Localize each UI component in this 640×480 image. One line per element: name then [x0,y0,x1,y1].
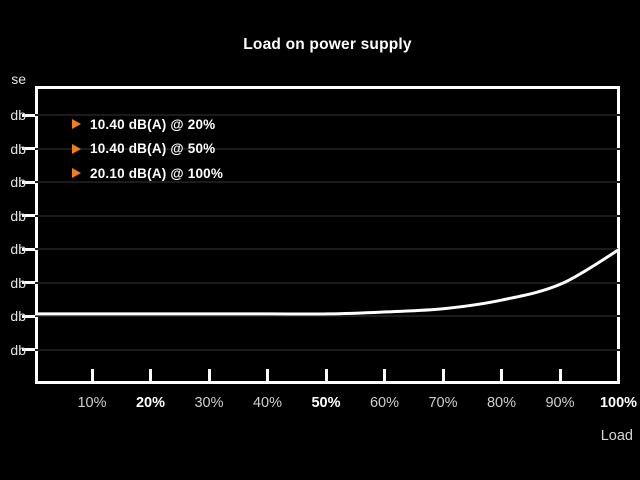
x-tick-label: 90% [545,395,575,411]
legend-item: 10.40 dB(A) @ 20% [72,115,215,133]
y-tick-mark [22,281,35,284]
noise-curve [35,247,620,316]
legend-arrow-icon [72,168,81,178]
y-axis-title-truncated: se [11,71,26,87]
x-tick-mark [441,369,445,382]
y-tick-mark [22,147,35,150]
y-tick-label: db [10,207,26,224]
legend-label: 10.40 dB(A) @ 50% [90,141,216,156]
x-tick-label: 60% [369,395,400,411]
y-tick-mark [22,113,35,117]
y-tick-label: db [10,174,26,190]
x-tick-label: 30% [194,395,224,411]
x-tick-label: 100% [599,395,638,411]
legend-label: 20.10 dB(A) @ 100% [90,165,224,181]
gridline [35,315,620,317]
x-tick-label: 20% [135,395,166,411]
x-tick-mark [90,369,94,382]
gridline [35,348,620,351]
gridline [35,281,620,284]
y-tick-mark [22,214,35,217]
legend-item: 20.10 dB(A) @ 100% [72,164,223,182]
y-tick-label: db [10,107,26,123]
legend-arrow-icon [72,143,81,154]
y-tick-mark [22,314,35,318]
chart-title: Load on power supply [243,36,412,53]
y-tick-label: db [10,274,26,291]
x-tick-label: 10% [77,395,107,411]
legend-arrow-icon [72,119,81,129]
y-tick-mark [22,348,35,351]
x-axis-title: Load [600,428,633,444]
gridline [35,248,620,250]
y-tick-label: db [10,140,26,157]
y-tick-mark [22,247,35,251]
y-tick-label: db [10,341,26,358]
gridline [35,147,620,150]
y-tick-label: db [10,308,26,324]
gridline [35,214,620,217]
gridline [35,181,620,183]
gridline [35,114,620,116]
x-tick-mark [500,369,503,382]
y-tick-mark [22,180,35,184]
x-tick-label: 40% [252,395,283,411]
x-tick-mark [383,369,386,382]
x-tick-mark [324,369,328,382]
x-tick-mark [558,369,562,382]
x-tick-label: 50% [311,395,341,411]
x-tick-label: 70% [428,395,458,411]
y-tick-label: db [10,241,26,257]
plot-area: 10.40 dB(A) @ 20% 10.40 dB(A) @ 50% 20.10 … [35,86,620,384]
x-tick-mark [149,369,152,382]
x-tick-mark [266,369,269,382]
legend-label: 10.40 dB(A) @ 20% [90,116,216,132]
legend-item: 10.40 dB(A) @ 50% [72,140,215,158]
noise-curve-path [35,247,620,316]
x-tick-mark [207,369,211,382]
x-tick-label: 80% [486,395,517,411]
